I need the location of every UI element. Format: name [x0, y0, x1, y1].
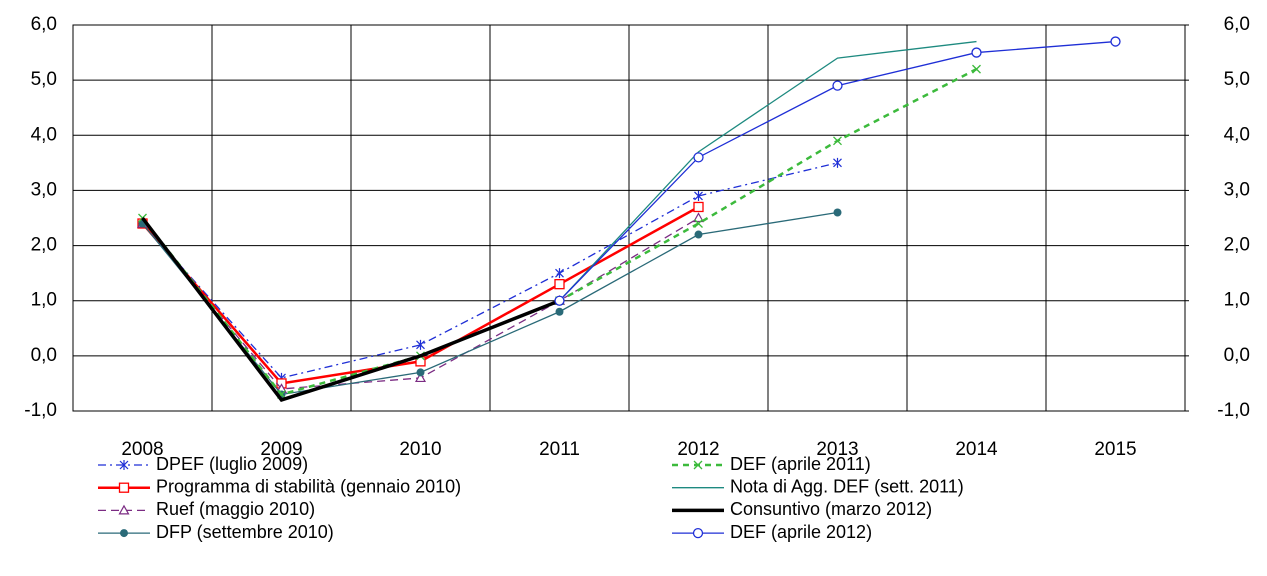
legend-label: DPEF (luglio 2009): [156, 454, 308, 474]
marker: [694, 230, 703, 239]
marker: [971, 47, 982, 58]
marker: [555, 268, 564, 279]
legend-item: Nota di Agg. DEF (sett. 2011): [672, 476, 964, 496]
marker: [694, 190, 703, 201]
legend-label: Nota di Agg. DEF (sett. 2011): [730, 476, 964, 496]
y-tick-label: 1,0: [31, 290, 57, 311]
y2-tick-label: 6,0: [1224, 14, 1250, 35]
y-tick-label: 2,0: [31, 235, 57, 256]
legend-item: DEF (aprile 2011): [672, 454, 871, 474]
y-tick-label: 4,0: [31, 124, 57, 145]
legend-label: Ruef (maggio 2010): [156, 499, 315, 519]
x-tick-label: 2011: [539, 439, 580, 460]
y-tick-label: -1,0: [24, 400, 57, 421]
series: [137, 201, 704, 389]
x-tick-label: 2010: [399, 439, 441, 460]
legend-label: Consuntivo (marzo 2012): [730, 499, 932, 519]
y2-tick-label: 2,0: [1224, 235, 1250, 256]
marker: [118, 482, 130, 493]
legend-item: DEF (aprile 2012): [672, 522, 872, 542]
series: [141, 216, 561, 403]
legend-label: DFP (settembre 2010): [156, 522, 334, 542]
series: [554, 36, 1121, 306]
marker: [416, 368, 425, 377]
marker: [833, 208, 842, 217]
y-tick-label: 6,0: [31, 14, 57, 35]
series-line: [141, 216, 561, 403]
series: [138, 64, 981, 399]
x-tick-label: 2009: [260, 439, 302, 460]
legend-label: Programma di stabilità (gennaio 2010): [156, 476, 461, 496]
legend-item: DFP (settembre 2010): [98, 522, 334, 542]
marker: [554, 295, 565, 306]
legend-label: DEF (aprile 2011): [730, 454, 871, 474]
marker: [833, 136, 842, 146]
marker: [833, 157, 842, 168]
marker: [692, 212, 705, 223]
y2-tick-label: -1,0: [1217, 400, 1250, 421]
legend-label: DEF (aprile 2012): [730, 522, 872, 542]
y2-tick-label: 4,0: [1224, 124, 1250, 145]
y2-tick-label: 3,0: [1224, 179, 1250, 200]
marker: [693, 201, 704, 213]
x-tick-label: 2015: [1094, 439, 1136, 460]
marker: [414, 372, 427, 383]
series-line: [142, 162, 838, 379]
marker: [120, 529, 128, 538]
marker: [555, 307, 564, 316]
marker: [972, 64, 981, 74]
legend-item: Programma di stabilità (gennaio 2010): [98, 476, 461, 496]
series-line: [141, 68, 978, 396]
marker: [693, 460, 703, 470]
marker: [416, 339, 425, 350]
marker: [554, 279, 565, 290]
series: [559, 40, 977, 302]
x-tick-label: 2013: [816, 439, 858, 460]
y-tick-label: 0,0: [31, 345, 57, 366]
marker: [693, 152, 704, 163]
legend-item: Ruef (maggio 2010): [98, 499, 315, 519]
marker: [118, 504, 130, 515]
y2-tick-label: 0,0: [1224, 345, 1250, 366]
marker: [1110, 36, 1121, 47]
x-tick-label: 2012: [677, 439, 719, 460]
y2-tick-label: 5,0: [1224, 69, 1250, 90]
y-tick-label: 5,0: [31, 69, 57, 90]
y-tick-label: 3,0: [31, 179, 57, 200]
y2-tick-label: 1,0: [1224, 290, 1250, 311]
x-tick-label: 2014: [955, 439, 998, 460]
marker: [119, 460, 129, 470]
legend-item: DPEF (luglio 2009): [98, 454, 308, 474]
marker: [692, 527, 704, 539]
x-tick-label: 2008: [121, 439, 163, 460]
legend-item: Consuntivo (marzo 2012): [672, 499, 932, 519]
series-line: [559, 40, 977, 302]
marker: [832, 80, 843, 91]
marker: [694, 219, 703, 228]
